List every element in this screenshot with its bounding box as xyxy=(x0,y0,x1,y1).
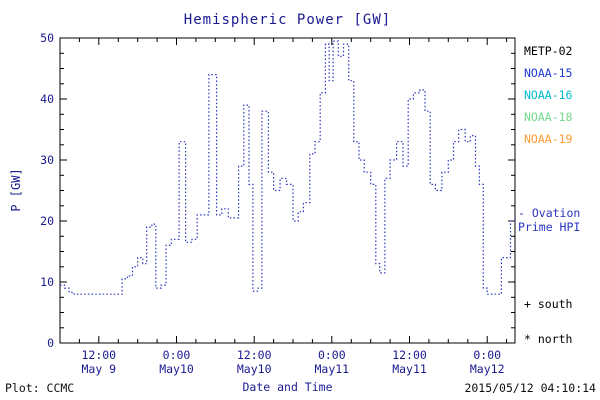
svg-text:50: 50 xyxy=(40,31,54,45)
svg-text:0: 0 xyxy=(47,336,54,350)
plot-credit: Plot: CCMC xyxy=(5,381,75,395)
svg-text:12:00: 12:00 xyxy=(392,348,427,362)
y-axis-label: P [GW] xyxy=(9,168,23,212)
legend-item-noaa15: NOAA-15 xyxy=(524,66,573,80)
svg-text:0:00: 0:00 xyxy=(473,348,501,362)
svg-text:May10: May10 xyxy=(159,362,194,376)
svg-text:40: 40 xyxy=(40,92,54,106)
ovation-prime-label: - Ovation Prime HPI xyxy=(518,206,580,234)
svg-text:May 9: May 9 xyxy=(81,362,116,376)
svg-text:12:00: 12:00 xyxy=(81,348,116,362)
svg-text:0:00: 0:00 xyxy=(318,348,346,362)
legend-item-noaa19: NOAA-19 xyxy=(524,132,573,146)
svg-text:20: 20 xyxy=(40,214,54,228)
svg-text:30: 30 xyxy=(40,153,54,167)
legend-item-noaa16: NOAA-16 xyxy=(524,88,573,102)
svg-text:May11: May11 xyxy=(392,362,427,376)
svg-text:12:00: 12:00 xyxy=(237,348,272,362)
svg-text:May12: May12 xyxy=(470,362,505,376)
south-marker-label: + south xyxy=(524,297,573,311)
svg-text:May11: May11 xyxy=(314,362,349,376)
ovation-prime-label-line2: Prime HPI xyxy=(518,220,581,234)
north-marker-label: * north xyxy=(524,332,573,346)
legend-item-metp02: METP-02 xyxy=(524,44,573,58)
x-axis-label: Date and Time xyxy=(242,380,333,394)
svg-text:10: 10 xyxy=(40,275,54,289)
legend-item-noaa18: NOAA-18 xyxy=(524,110,573,124)
svg-text:0:00: 0:00 xyxy=(163,348,191,362)
plot-timestamp: 2015/05/12 04:10:14 xyxy=(464,381,596,395)
chart-title: Hemispheric Power [GW] xyxy=(183,12,392,28)
ovation-prime-label-line1: - Ovation xyxy=(518,206,581,220)
svg-text:May10: May10 xyxy=(237,362,272,376)
